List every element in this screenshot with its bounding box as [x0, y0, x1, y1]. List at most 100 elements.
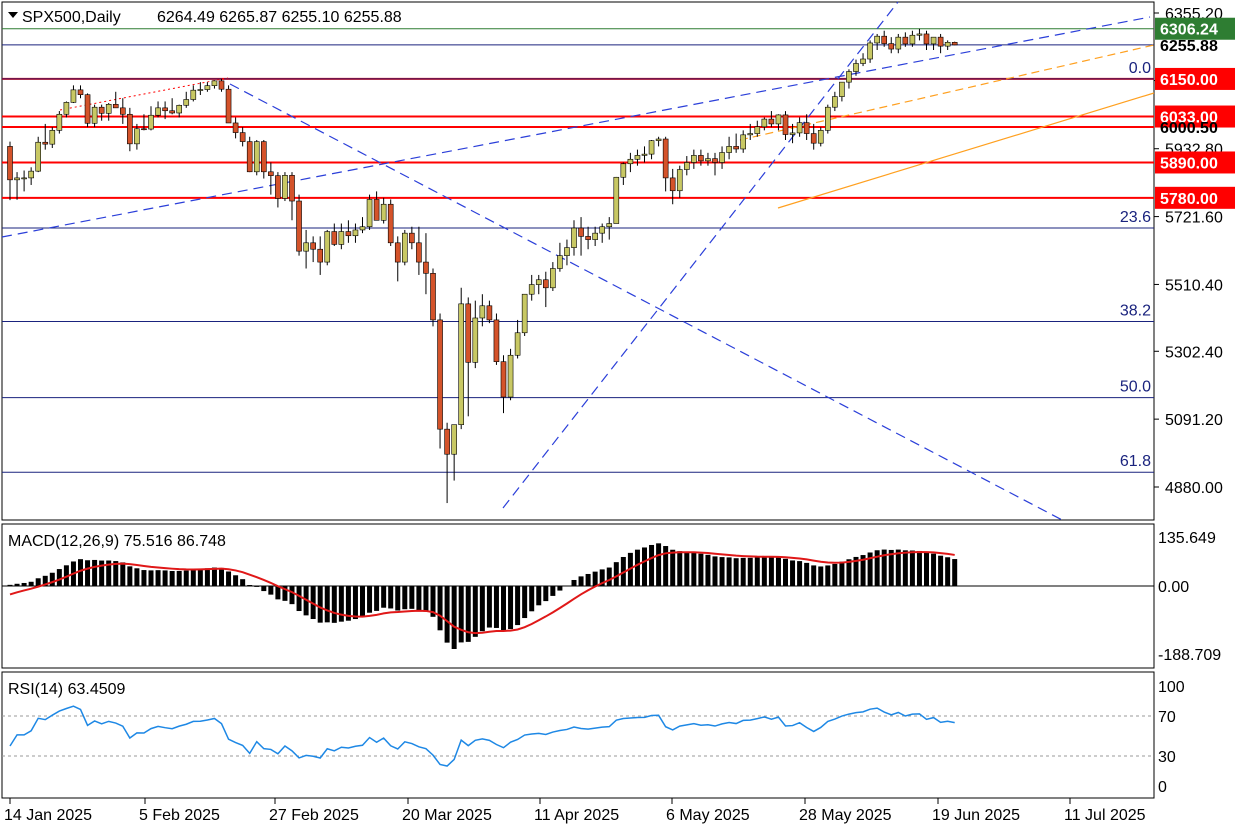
fib-label: 61.8	[1120, 453, 1151, 470]
candle-body	[655, 138, 662, 141]
rsi-line	[9, 705, 955, 767]
macd-bar	[592, 571, 598, 586]
macd-bar	[768, 557, 774, 586]
candle-body	[458, 303, 465, 425]
candle-body	[56, 113, 63, 131]
candle-body	[571, 227, 577, 248]
candle-body	[35, 141, 42, 172]
macd-bar	[691, 552, 697, 586]
candle-body	[127, 113, 133, 145]
macd-bar	[747, 557, 753, 586]
candle-body	[303, 242, 309, 252]
candle-body	[895, 36, 902, 50]
macd-bar	[155, 570, 161, 586]
macd-bar	[698, 553, 704, 586]
candle-body	[409, 232, 415, 244]
price-box-label: 5890.00	[1160, 155, 1218, 172]
candle-body	[951, 42, 958, 46]
candle-body	[881, 35, 888, 44]
candle-body	[542, 279, 549, 289]
macd-bar	[282, 586, 288, 601]
macd-bar	[240, 579, 246, 586]
candle-body	[789, 132, 796, 135]
candle-body	[430, 273, 436, 321]
macd-bar	[324, 586, 330, 623]
candle-body	[691, 155, 697, 163]
macd-bar	[719, 557, 725, 586]
macd-bar	[345, 586, 351, 621]
macd-bar	[733, 558, 739, 586]
macd-bar	[867, 552, 873, 586]
macd-bar	[726, 557, 732, 586]
macd-bar	[479, 586, 485, 632]
candle-body	[479, 305, 486, 319]
macd-bar	[367, 586, 373, 613]
candle-body	[260, 141, 267, 173]
candle-body	[585, 236, 591, 240]
macd-bar	[613, 562, 619, 586]
macd-bar	[839, 561, 845, 586]
macd-bar	[395, 586, 401, 611]
candle-body	[253, 141, 260, 173]
candle-body	[550, 268, 556, 289]
trend-line-long	[1, 16, 1151, 238]
macd-bar	[134, 568, 140, 586]
macd-bar	[712, 556, 718, 586]
candle-body	[606, 223, 613, 228]
candle-body	[70, 89, 77, 103]
macd-bar	[705, 554, 711, 586]
trend-line-ascending	[502, 1, 899, 509]
time-tick-label: 27 Feb 2025	[269, 807, 359, 824]
candle-body	[810, 133, 817, 144]
candle-body	[310, 242, 316, 250]
macd-bar	[49, 572, 55, 586]
candle-body	[662, 138, 669, 179]
candle-body	[493, 319, 500, 362]
candle-body	[225, 88, 232, 124]
time-tick-label: 6 May 2025	[666, 807, 750, 824]
macd-bar	[634, 549, 640, 586]
candle-body	[486, 305, 493, 321]
macd-label: MACD(12,26,9) 75.516 86.748	[8, 533, 226, 550]
rsi-label: RSI(14) 63.4509	[8, 681, 126, 698]
candle-body	[740, 134, 747, 150]
candle-body	[77, 89, 84, 95]
candle-body	[232, 122, 239, 133]
candle-body	[719, 152, 725, 163]
candle-body	[148, 114, 154, 130]
candle-body	[641, 153, 648, 156]
macd-bar	[352, 586, 358, 620]
macd-bar	[35, 578, 41, 586]
candle-body	[331, 231, 338, 245]
trend-line-dotted	[59, 77, 229, 111]
candle-body	[535, 279, 542, 285]
macd-bar	[360, 586, 365, 618]
candle-body	[91, 106, 98, 124]
candle-body	[578, 227, 584, 237]
candle-body	[937, 36, 944, 47]
candle-body	[120, 107, 126, 115]
candle-body	[141, 128, 147, 131]
candle-body	[521, 293, 528, 334]
collapse-triangle-icon[interactable]	[8, 12, 18, 18]
price-tick-label: 5510.40	[1165, 277, 1223, 294]
candle-body	[394, 242, 401, 263]
candle-body	[352, 229, 359, 237]
macd-bar	[557, 586, 563, 591]
macd-bar	[451, 586, 457, 649]
macd-bar	[508, 586, 514, 630]
macd-bar	[493, 586, 499, 628]
macd-bar	[832, 563, 838, 586]
macd-bar	[529, 586, 535, 612]
candle-body	[366, 199, 373, 228]
price-tick-label: 5302.40	[1165, 344, 1223, 361]
macd-bar	[818, 566, 824, 586]
macd-bar	[846, 559, 852, 586]
candle-body	[888, 43, 895, 50]
candle-body	[246, 141, 253, 173]
price-box-label: 6255.88	[1160, 38, 1218, 55]
candle-body	[268, 171, 274, 176]
rsi-tick-label: 30	[1158, 749, 1176, 766]
time-tick-label: 20 Mar 2025	[402, 807, 492, 824]
